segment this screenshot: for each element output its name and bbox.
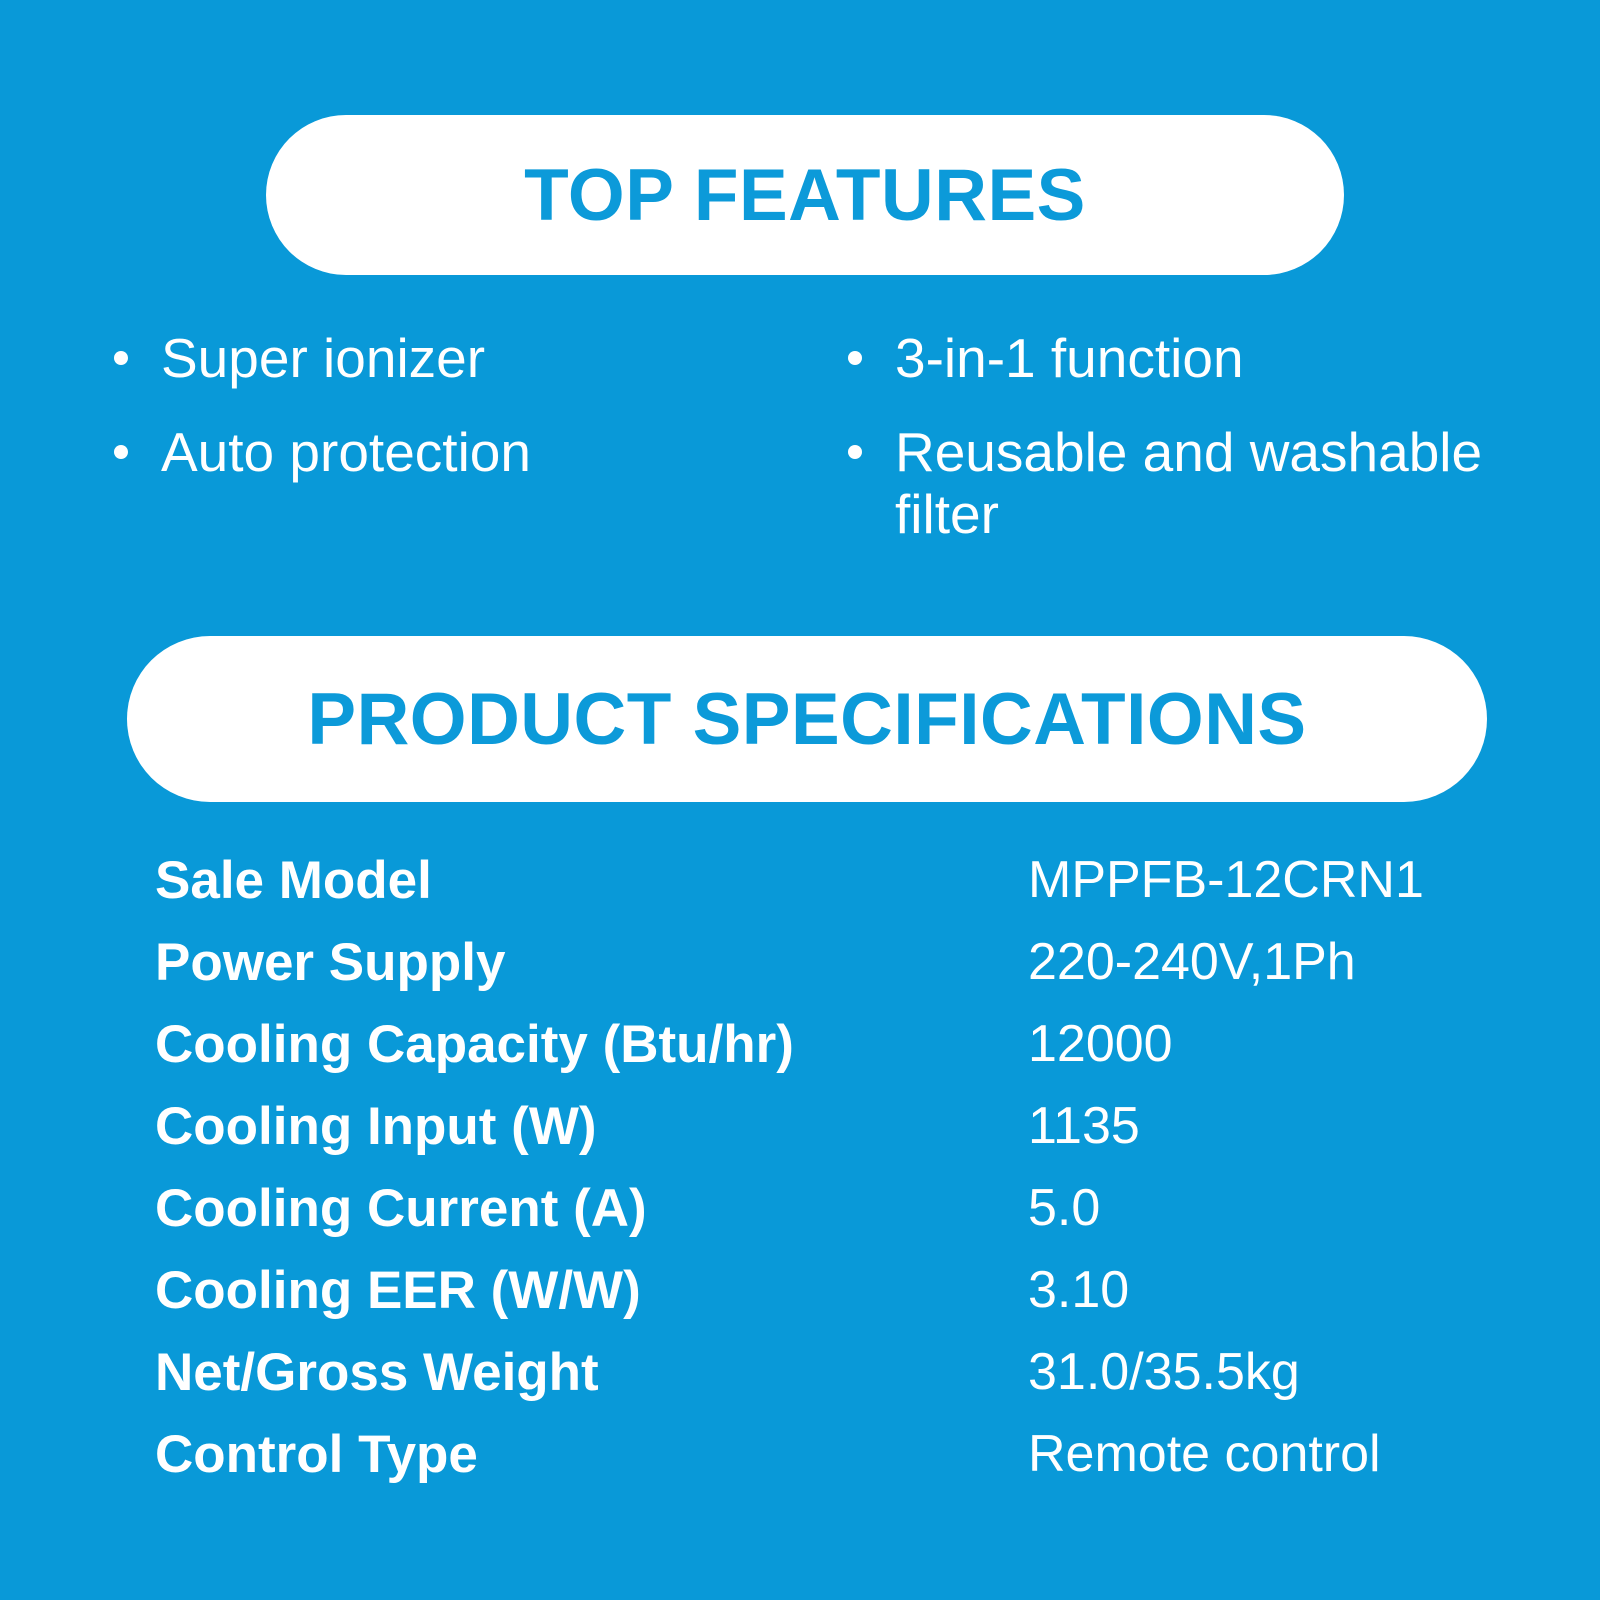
feature-label: 3-in-1 function [895,327,1244,389]
spec-row-control-type: Control Type Remote control [155,1413,1490,1495]
spec-value: 5.0 [1028,1179,1101,1237]
spec-value: 1135 [1028,1097,1140,1155]
spec-row-cooling-eer: Cooling EER (W/W) 3.10 [155,1249,1490,1331]
feature-item: Auto protection [114,421,848,483]
spec-value: 12000 [1028,1015,1173,1073]
spec-label: Cooling Current (A) [155,1178,647,1238]
bullet-icon [114,351,128,365]
spec-value: Remote control [1028,1425,1381,1483]
spec-value: MPPFB-12CRN1 [1028,851,1424,909]
spec-label: Net/Gross Weight [155,1342,599,1402]
feature-label: Reusable and washable filter [895,421,1483,545]
spec-label: Sale Model [155,850,432,910]
bullet-icon [114,445,128,459]
feature-item: Reusable and washable filter [848,421,1496,545]
top-features-header: TOP FEATURES [266,115,1344,275]
spec-row-power-supply: Power Supply 220-240V,1Ph [155,921,1490,1003]
features-column-right: 3-in-1 function Reusable and washable fi… [848,327,1496,545]
spec-row-cooling-current: Cooling Current (A) 5.0 [155,1167,1490,1249]
spec-label: Cooling Capacity (Btu/hr) [155,1014,794,1074]
spec-table: Sale Model MPPFB-12CRN1 Power Supply 220… [155,839,1490,1495]
product-specifications-title: PRODUCT SPECIFICATIONS [307,678,1307,760]
spec-row-sale-model: Sale Model MPPFB-12CRN1 [155,839,1490,921]
bullet-icon [848,445,862,459]
feature-item: Super ionizer [114,327,848,389]
feature-item: 3-in-1 function [848,327,1496,389]
spec-value: 220-240V,1Ph [1028,933,1356,991]
spec-value: 31.0/35.5kg [1028,1343,1300,1401]
top-features-list: Super ionizer Auto protection 3-in-1 fun… [114,327,1510,545]
feature-label: Super ionizer [161,327,486,389]
product-specifications-header: PRODUCT SPECIFICATIONS [127,636,1487,802]
spec-value: 3.10 [1028,1261,1130,1319]
spec-label: Power Supply [155,932,506,992]
feature-label: Auto protection [161,421,531,483]
features-column-left: Super ionizer Auto protection [114,327,848,545]
spec-label: Control Type [155,1424,478,1484]
spec-row-cooling-capacity: Cooling Capacity (Btu/hr) 12000 [155,1003,1490,1085]
top-features-title: TOP FEATURES [524,154,1086,236]
bullet-icon [848,351,862,365]
spec-label: Cooling Input (W) [155,1096,597,1156]
spec-row-net-gross-weight: Net/Gross Weight 31.0/35.5kg [155,1331,1490,1413]
spec-label: Cooling EER (W/W) [155,1260,641,1320]
spec-row-cooling-input: Cooling Input (W) 1135 [155,1085,1490,1167]
